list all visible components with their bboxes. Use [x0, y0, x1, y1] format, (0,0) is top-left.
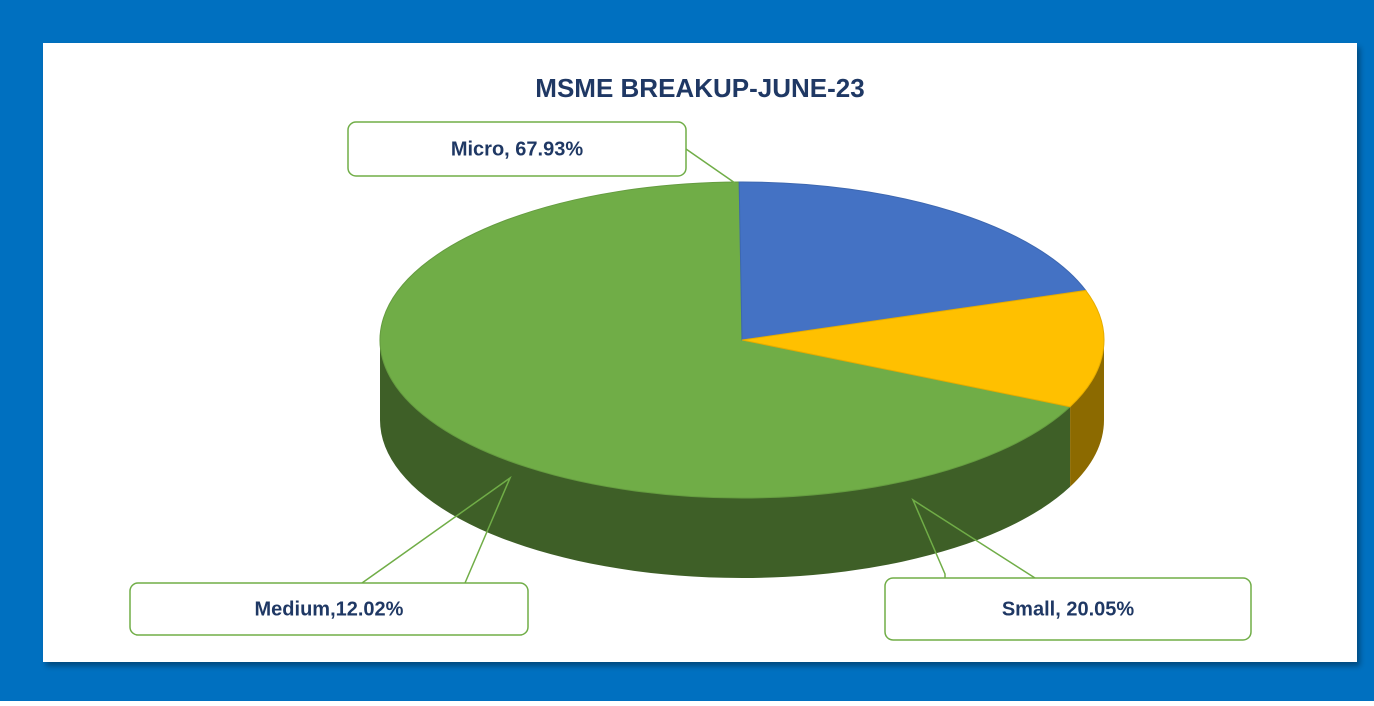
callout-line: [361, 475, 512, 584]
data-label: Micro, 67.93%: [451, 138, 584, 160]
callout-line: [685, 148, 736, 184]
slice-side: [380, 340, 1071, 578]
slice-side: [1070, 340, 1104, 487]
labels: Micro, 67.93% Small, 20.05% Medium,12.02%: [129, 121, 1252, 641]
label-box: [129, 582, 529, 636]
data-label: Medium,12.02%: [255, 598, 404, 620]
pie: [379, 181, 1105, 578]
label-box: [884, 577, 1252, 641]
callout-line: [911, 498, 1036, 579]
chart-title: MSME BREAKUP-JUNE-23: [535, 73, 864, 103]
label-box: [347, 121, 687, 177]
slice: [741, 289, 1105, 408]
slice: [379, 181, 1072, 499]
slice: [738, 181, 1087, 341]
data-label: Small, 20.05%: [1002, 598, 1135, 620]
